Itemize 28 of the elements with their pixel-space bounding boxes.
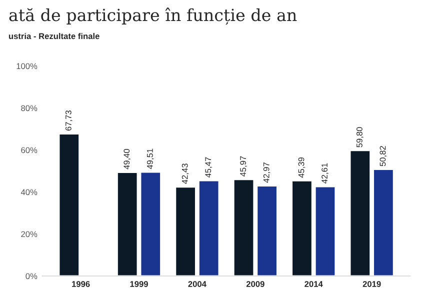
y-tick-label: 40% — [20, 189, 38, 196]
bar — [116, 172, 138, 276]
y-tick-label: 60% — [21, 147, 38, 154]
x-tick-label: 2019 — [362, 281, 381, 287]
x-tick-label: 2014 — [304, 281, 323, 287]
x-tick-label: 1999 — [130, 281, 148, 287]
y-tick-label: 0% — [26, 273, 38, 280]
x-tick-label: 2004 — [188, 281, 206, 287]
x-tick-label: 1996 — [72, 281, 90, 287]
data-label: 45,47 — [205, 157, 212, 178]
y-tick-label: 20% — [21, 231, 38, 238]
data-label: 59,80 — [356, 127, 364, 148]
data-label: 49,51 — [146, 148, 154, 170]
x-tick-label: 2009 — [246, 281, 264, 287]
bar — [140, 171, 162, 276]
y-tick-label: 80% — [21, 105, 38, 112]
data-label: 67,73 — [65, 110, 72, 131]
chart-subtitle: ustria - Rezultate finale — [8, 32, 100, 40]
data-label: 42,43 — [182, 164, 189, 184]
bar — [58, 133, 80, 276]
y-tick-label: 100% — [16, 63, 38, 70]
chart-title: ată de participare în funcție de an — [9, 8, 297, 25]
data-label: 42,97 — [263, 162, 270, 183]
data-label: 45,97 — [240, 156, 247, 176]
data-label: 49,40 — [124, 148, 131, 170]
data-label: 45,39 — [298, 157, 306, 178]
data-label: 42,61 — [322, 163, 328, 184]
data-label: 50,82 — [380, 146, 387, 166]
